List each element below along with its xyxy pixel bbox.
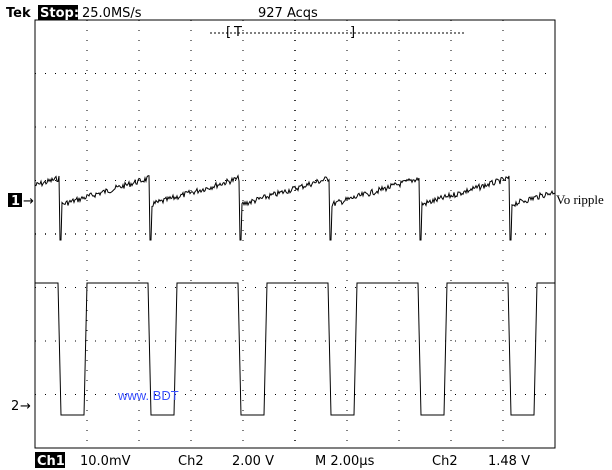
- bracket-left: [: [226, 25, 231, 40]
- trigger-source: Ch2: [432, 454, 458, 469]
- ch1-label: Vo ripple: [556, 192, 604, 207]
- bracket-right: ]: [350, 25, 355, 40]
- ch2-marker: 2: [11, 399, 19, 414]
- ch1-marker: 1: [11, 194, 20, 209]
- ch1-scale: 10.0mV: [80, 454, 131, 469]
- sample-rate: 25.0MS/s: [82, 6, 142, 21]
- timebase: M 2.00µs: [315, 454, 375, 469]
- watermark: www. BDT: [117, 388, 179, 403]
- brand: Tek: [6, 6, 31, 21]
- acquisitions: 927 Acqs: [258, 6, 318, 21]
- ch2-arrow: →: [20, 399, 31, 414]
- ch1-status: Ch1: [37, 454, 65, 469]
- ch2-status: Ch2: [178, 454, 204, 469]
- ch1-marker-box: [8, 193, 22, 207]
- ch1-status-box: [35, 452, 65, 468]
- ch2-trace: [35, 282, 555, 416]
- graticule: [34, 19, 556, 449]
- state: Stop:: [40, 6, 79, 21]
- ch1-arrow: →: [23, 194, 34, 209]
- trigger-marker: T: [233, 25, 242, 40]
- ch2-scale: 2.00 V: [232, 454, 274, 469]
- state-box: [38, 5, 78, 20]
- ch1-trace: [34, 174, 556, 241]
- trigger-level: 1.48 V: [488, 454, 530, 469]
